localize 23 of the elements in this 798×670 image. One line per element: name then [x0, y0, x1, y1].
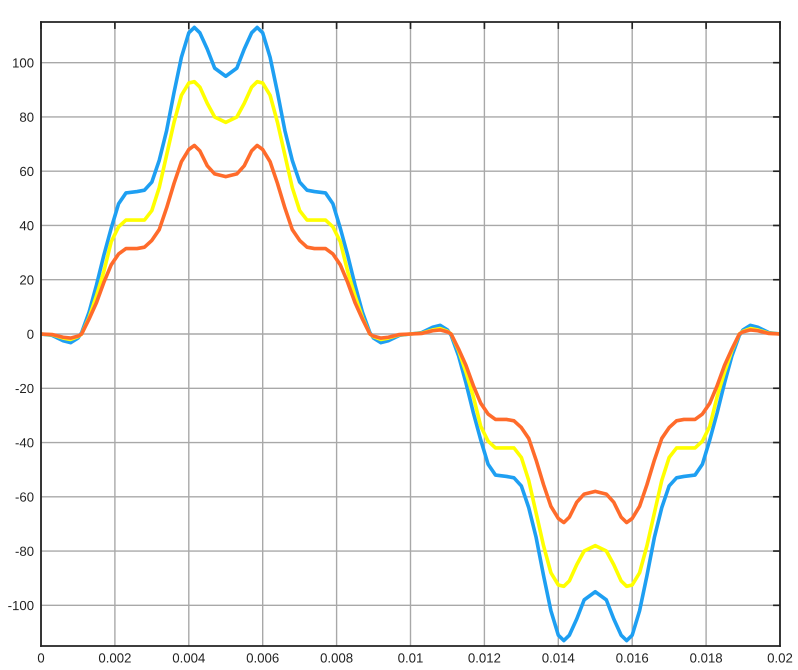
y-tick-label: 0 — [27, 330, 34, 339]
y-tick-label: 40 — [20, 221, 34, 230]
x-tick-label: 0 — [38, 653, 44, 663]
y-tick-label: 100 — [13, 58, 34, 68]
y-tick-label: -40 — [16, 438, 34, 448]
y-tick-label: 60 — [20, 166, 34, 176]
x-tick-label: 0.014 — [542, 653, 574, 663]
y-tick-label: 80 — [20, 112, 34, 122]
x-tick-label: 0.006 — [246, 653, 279, 663]
y-tick-label: -80 — [16, 546, 34, 556]
x-tick-label: 0.01 — [398, 653, 423, 663]
y-tick-label: 20 — [20, 275, 34, 285]
x-tick-label: 0.002 — [98, 653, 131, 663]
x-tick-label: 0.016 — [616, 653, 648, 663]
line-series — [41, 144, 780, 524]
x-tick-label: 0.02 — [768, 653, 792, 663]
x-tick-label: 0.008 — [320, 653, 353, 663]
y-tick-label: -20 — [16, 384, 34, 394]
x-tick-label: 0.012 — [468, 653, 500, 663]
y-tick-label: -60 — [16, 492, 34, 502]
y-tick-label: -100 — [8, 600, 34, 610]
x-tick-label: 0.004 — [172, 653, 205, 663]
x-tick-label: 0.018 — [690, 653, 722, 663]
